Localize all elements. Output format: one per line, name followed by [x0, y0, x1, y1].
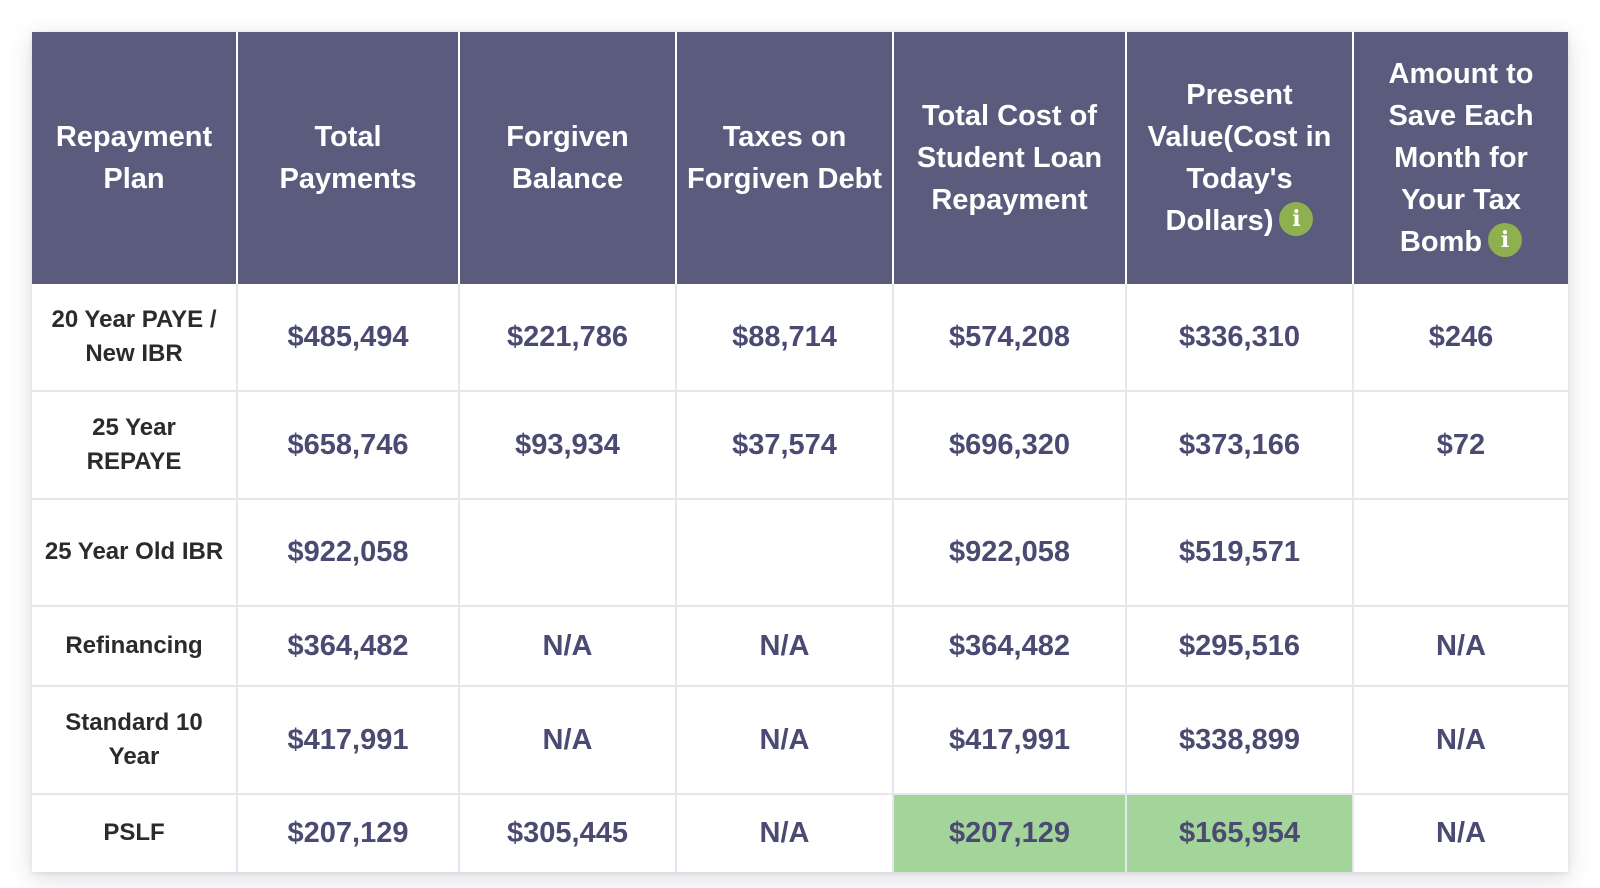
header-repayment-plan: Repayment Plan [32, 32, 238, 284]
save-monthly-cell: N/A [1353, 793, 1568, 872]
total-cost-cell: $574,208 [893, 284, 1127, 393]
forgiven-balance-cell: $221,786 [459, 284, 677, 393]
header-save-each-month: Amount to Save Each Month for Your Tax B… [1353, 32, 1568, 284]
header-label: Repayment Plan [55, 121, 213, 195]
taxes-forgiven-cell: $37,574 [676, 391, 894, 500]
save-monthly-cell: $246 [1353, 284, 1568, 393]
save-monthly-cell: $72 [1353, 391, 1568, 500]
plan-name-cell: PSLF [32, 793, 238, 872]
total-cost-cell: $922,058 [893, 498, 1127, 608]
taxes-forgiven-cell: N/A [676, 606, 894, 688]
total-payments-cell: $207,129 [237, 793, 460, 872]
forgiven-balance-cell: $93,934 [459, 391, 677, 500]
present-value-cell: $519,571 [1126, 498, 1354, 608]
header-total-payments: Total Payments [237, 32, 460, 284]
header-label: Forgiven Balance [506, 121, 629, 195]
present-value-cell: $336,310 [1126, 284, 1354, 393]
total-payments-cell: $485,494 [237, 284, 460, 393]
forgiven-balance-cell [459, 498, 677, 608]
total-payments-cell: $364,482 [237, 606, 460, 688]
info-icon[interactable]: i [1279, 202, 1314, 236]
forgiven-balance-cell: N/A [459, 686, 677, 795]
save-monthly-cell: N/A [1353, 606, 1568, 688]
total-cost-cell: $417,991 [893, 686, 1127, 795]
taxes-forgiven-cell: $88,714 [676, 284, 894, 393]
table-row: PSLF $207,129 $305,445 N/A $207,129 $165… [32, 793, 1568, 872]
plan-name-cell: Standard 10 Year [32, 686, 238, 795]
present-value-cell: $295,516 [1126, 606, 1354, 688]
taxes-forgiven-cell: N/A [676, 686, 894, 795]
comparison-table-card: Repayment Plan Total Payments Forgiven B… [32, 32, 1568, 872]
header-present-value: Present Value(Cost in Today's Dollars) i [1126, 32, 1354, 284]
present-value-cell-highlighted: $165,954 [1126, 793, 1354, 872]
table-row: 20 Year PAYE / New IBR $485,494 $221,786… [32, 284, 1568, 393]
table-header-row: Repayment Plan Total Payments Forgiven B… [32, 32, 1568, 284]
header-label: Taxes on Forgiven Debt [687, 121, 882, 195]
header-label: Total Payments [279, 121, 417, 195]
table-row: Standard 10 Year $417,991 N/A N/A $417,9… [32, 686, 1568, 795]
header-total-cost: Total Cost of Student Loan Repayment [893, 32, 1127, 284]
taxes-forgiven-cell [676, 498, 894, 608]
total-cost-cell: $364,482 [893, 606, 1127, 688]
total-payments-cell: $922,058 [237, 498, 460, 608]
table-row: Refinancing $364,482 N/A N/A $364,482 $2… [32, 606, 1568, 688]
taxes-forgiven-cell: N/A [676, 793, 894, 872]
header-label: Total Cost of Student Loan Repayment [916, 100, 1103, 216]
plan-name-cell: 20 Year PAYE / New IBR [32, 284, 238, 393]
plan-name-cell: 25 Year Old IBR [32, 498, 238, 608]
present-value-cell: $338,899 [1126, 686, 1354, 795]
save-monthly-cell [1353, 498, 1568, 608]
repayment-comparison-table: Repayment Plan Total Payments Forgiven B… [32, 32, 1568, 872]
plan-name-cell: Refinancing [32, 606, 238, 688]
table-row: 25 Year Old IBR $922,058 $922,058 $519,5… [32, 498, 1568, 608]
table-row: 25 Year REPAYE $658,746 $93,934 $37,574 … [32, 391, 1568, 500]
total-cost-cell-highlighted: $207,129 [893, 793, 1127, 872]
header-taxes-forgiven-debt: Taxes on Forgiven Debt [676, 32, 894, 284]
save-monthly-cell: N/A [1353, 686, 1568, 795]
total-payments-cell: $417,991 [237, 686, 460, 795]
total-cost-cell: $696,320 [893, 391, 1127, 500]
forgiven-balance-cell: N/A [459, 606, 677, 688]
forgiven-balance-cell: $305,445 [459, 793, 677, 872]
total-payments-cell: $658,746 [237, 391, 460, 500]
header-label: Present Value(Cost in Today's Dollars) [1147, 79, 1332, 237]
header-forgiven-balance: Forgiven Balance [459, 32, 677, 284]
plan-name-cell: 25 Year REPAYE [32, 391, 238, 500]
present-value-cell: $373,166 [1126, 391, 1354, 500]
header-label: Amount to Save Each Month for Your Tax B… [1388, 58, 1534, 258]
info-icon[interactable]: i [1488, 223, 1523, 257]
